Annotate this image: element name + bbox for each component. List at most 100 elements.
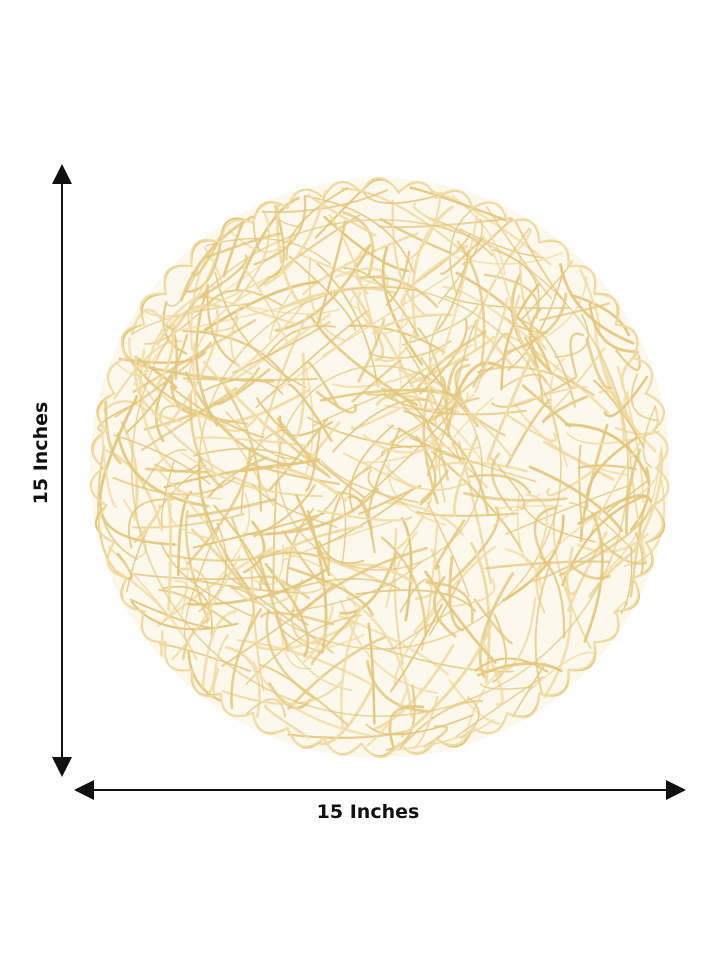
fiber-strand: [205, 237, 332, 265]
fiber-strand: [272, 572, 336, 594]
rim-loop: [190, 238, 222, 268]
fiber-strand: [321, 275, 450, 357]
fiber-strand: [180, 451, 232, 479]
fiber-strand: [112, 476, 236, 496]
fiber-strand: [483, 273, 539, 313]
fiber-strand: [343, 267, 420, 338]
fiber-strand: [441, 285, 534, 342]
fiber-strand: [389, 609, 454, 652]
fiber-strand: [259, 664, 349, 726]
fiber-strand: [535, 560, 546, 614]
fiber-strand: [600, 541, 647, 565]
fiber-strand: [244, 698, 286, 718]
rim-loop: [435, 189, 474, 209]
fiber-strand: [269, 290, 294, 341]
fiber-strand: [225, 411, 299, 460]
fiber-strand: [543, 347, 606, 421]
fiber-strand: [192, 436, 310, 447]
fiber-strand: [201, 609, 238, 689]
fiber-strand: [208, 667, 220, 695]
fiber-strand: [351, 407, 400, 430]
rim-loop: [652, 467, 670, 507]
fiber-strand: [230, 607, 263, 710]
fiber-strand: [401, 305, 479, 346]
fiber-strand: [366, 660, 429, 713]
fiber-strand: [512, 662, 547, 718]
fiber-strand: [434, 519, 466, 570]
fiber-strand: [527, 651, 594, 693]
fiber-strand: [381, 246, 424, 366]
fiber-strand: [253, 484, 316, 538]
fiber-strand: [283, 520, 393, 561]
fiber-strand: [455, 271, 551, 371]
rim-loop: [652, 429, 669, 469]
fiber-strand: [426, 501, 470, 597]
fiber-strand: [371, 315, 410, 334]
fiber-strand: [493, 597, 537, 676]
rim-loop: [322, 737, 363, 756]
fiber-strand: [504, 316, 548, 334]
fiber-strand: [585, 337, 613, 390]
rim-loop: [471, 201, 508, 224]
fiber-strand: [490, 376, 577, 408]
rim-loop: [121, 577, 146, 613]
rim-loop: [219, 219, 254, 244]
fiber-strand: [257, 555, 290, 652]
fiber-strand: [169, 385, 265, 439]
fiber-strand: [505, 484, 634, 535]
fiber-strand: [274, 244, 372, 332]
fiber-strand: [339, 608, 362, 730]
fiber-strand: [583, 512, 604, 643]
fiber-strand: [305, 360, 340, 409]
fiber-strand: [381, 445, 426, 457]
fiber-strand: [302, 232, 419, 296]
fiber-strand: [570, 293, 631, 337]
fiber-strand: [182, 377, 318, 382]
fiber-strand: [165, 325, 178, 380]
rim-loop: [286, 727, 325, 748]
fiber-strand: [393, 718, 495, 751]
fiber-strand: [316, 263, 379, 388]
fiber-strand: [380, 387, 450, 481]
fiber-strand: [162, 585, 213, 636]
rim-loop: [286, 188, 325, 209]
fiber-strand: [275, 203, 303, 306]
fiber-strand: [417, 327, 450, 435]
fiber-strand: [383, 394, 527, 416]
fiber-strand: [405, 191, 443, 263]
fiber-strand: [437, 218, 483, 305]
fiber-strand: [462, 491, 568, 502]
fiber-strand: [312, 392, 387, 427]
rim-loop: [360, 176, 400, 194]
rim-loop: [120, 323, 146, 359]
fiber-strand: [153, 465, 227, 558]
fiber-strand: [230, 587, 255, 631]
fiber-strand: [133, 355, 183, 423]
rim-loop: [471, 712, 508, 734]
fiber-strand: [360, 409, 453, 502]
rim-loop: [140, 610, 167, 644]
fiber-strand: [435, 249, 471, 332]
fiber-strand: [630, 373, 659, 422]
fiber-strand: [362, 433, 444, 454]
fiber-strand: [204, 232, 282, 259]
fiber-strand: [144, 276, 269, 317]
fiber-strand: [316, 509, 413, 522]
fiber-strand: [520, 260, 573, 321]
fiber-strand: [170, 376, 200, 417]
fiber-strand: [180, 215, 253, 302]
fiber-strand: [451, 396, 495, 448]
rim-loop: [163, 264, 193, 295]
fiber-strand: [299, 546, 428, 615]
fiber-strand: [347, 495, 376, 554]
fiber-strand: [606, 478, 650, 513]
fiber-strand: [546, 464, 602, 497]
fiber-strand: [291, 561, 423, 612]
fiber-strand: [569, 332, 585, 377]
rim-loop: [89, 467, 108, 507]
fiber-strand: [363, 191, 447, 205]
fiber-strand: [198, 522, 228, 612]
fiber-strand: [332, 343, 473, 388]
rim-loop: [614, 323, 639, 359]
fiber-strand: [382, 461, 471, 491]
